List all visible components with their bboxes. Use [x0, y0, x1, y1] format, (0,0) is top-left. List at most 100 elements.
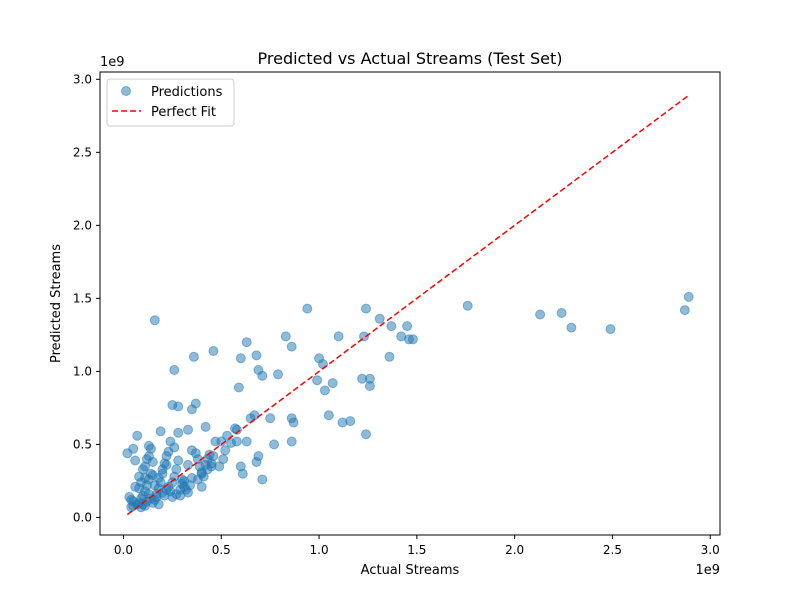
data-point: [169, 442, 180, 453]
data-point: [386, 321, 397, 332]
x-axis-ticks: 0.0 0.5 1.0 1.5 2.0 2.5 3.0: [114, 535, 720, 557]
data-point: [251, 350, 262, 361]
data-point: [188, 351, 199, 362]
x-axis-label: Actual Streams: [361, 563, 460, 578]
data-point: [208, 346, 219, 356]
data-point: [286, 436, 297, 447]
data-point: [145, 443, 156, 454]
data-point: [202, 464, 213, 475]
data-point: [273, 369, 283, 380]
data-point: [140, 473, 150, 483]
data-point: [361, 429, 371, 440]
data-point: [257, 370, 268, 381]
data-point: [253, 451, 264, 462]
x-axis-offset-label: 1e9: [695, 563, 720, 578]
y-axis-offset-label: 1e9: [100, 55, 125, 70]
data-point: [683, 291, 694, 302]
y-tick-label: 2.5: [73, 145, 92, 159]
y-tick-label: 0.0: [73, 510, 92, 524]
data-point: [257, 474, 268, 485]
data-point: [134, 483, 145, 494]
y-axis-label: Predicted Streams: [49, 244, 64, 363]
data-point: [190, 398, 201, 409]
data-point: [407, 334, 418, 345]
data-point: [265, 413, 276, 424]
y-tick-label: 2.0: [73, 218, 92, 232]
x-tick-label: 0.5: [212, 543, 231, 557]
data-point: [319, 385, 330, 396]
data-point: [566, 322, 577, 333]
data-point: [171, 464, 182, 475]
legend-label-predictions: Predictions: [151, 85, 223, 100]
chart-title: Predicted vs Actual Streams (Test Set): [258, 49, 563, 68]
data-point: [235, 353, 246, 364]
data-point: [147, 457, 158, 467]
data-point: [249, 410, 260, 421]
data-point: [183, 459, 193, 470]
data-point: [535, 309, 546, 320]
x-tick-label: 1.5: [407, 543, 426, 557]
data-point: [173, 455, 184, 466]
data-point: [679, 305, 690, 316]
y-tick-label: 1.5: [73, 291, 92, 305]
legend-marker-predictions: [121, 86, 131, 96]
data-point: [220, 445, 231, 456]
perfect-fit-line-layer: [126, 94, 690, 516]
legend-box: [106, 78, 235, 127]
data-point: [231, 436, 242, 447]
data-point: [288, 417, 299, 428]
data-point: [126, 502, 137, 513]
data-point: [241, 337, 252, 348]
data-point: [241, 436, 252, 447]
data-point: [402, 321, 413, 332]
perfect-fit-line: [126, 94, 690, 516]
data-point: [179, 476, 190, 486]
x-tick-label: 2.5: [603, 543, 622, 557]
data-point: [384, 351, 395, 362]
y-tick-label: 0.5: [73, 437, 92, 451]
data-point: [218, 454, 229, 465]
data-point: [374, 313, 385, 324]
data-point: [333, 331, 344, 342]
x-tick-label: 2.0: [505, 543, 524, 557]
data-point: [173, 401, 184, 412]
data-point: [231, 424, 242, 435]
y-axis-ticks: 0.0 0.5 1.0 1.5 2.0 2.5 3.0: [73, 72, 100, 524]
x-tick-label: 0.0: [114, 543, 133, 557]
data-point: [237, 468, 248, 479]
data-point: [312, 375, 323, 386]
data-point: [364, 381, 375, 391]
data-point: [286, 341, 297, 352]
data-point: [173, 427, 184, 438]
data-point: [128, 443, 139, 454]
data-point: [200, 421, 211, 432]
data-point: [323, 410, 334, 421]
x-tick-label: 3.0: [701, 543, 720, 557]
data-point: [233, 382, 244, 393]
data-point: [302, 303, 313, 314]
y-tick-label: 3.0: [73, 72, 92, 86]
data-point: [280, 331, 291, 342]
legend-label-perfect-fit: Perfect Fit: [151, 105, 216, 120]
data-point: [153, 499, 164, 510]
data-point: [143, 489, 154, 500]
data-point: [183, 424, 193, 435]
data-point: [318, 359, 328, 370]
data-point: [269, 439, 280, 450]
data-point: [130, 455, 141, 466]
data-point: [161, 459, 172, 470]
data-point: [169, 365, 180, 375]
data-point: [462, 300, 473, 311]
x-tick-label: 1.0: [310, 543, 329, 557]
scatter-points: [122, 291, 694, 513]
data-point: [361, 303, 371, 314]
data-point: [345, 416, 356, 427]
data-point: [149, 315, 160, 326]
data-point: [556, 308, 567, 318]
legend: Predictions Perfect Fit: [106, 78, 235, 127]
data-point: [155, 426, 166, 437]
plot-area-frame: [99, 71, 721, 536]
y-tick-label: 1.0: [73, 364, 92, 378]
data-point: [132, 430, 143, 441]
